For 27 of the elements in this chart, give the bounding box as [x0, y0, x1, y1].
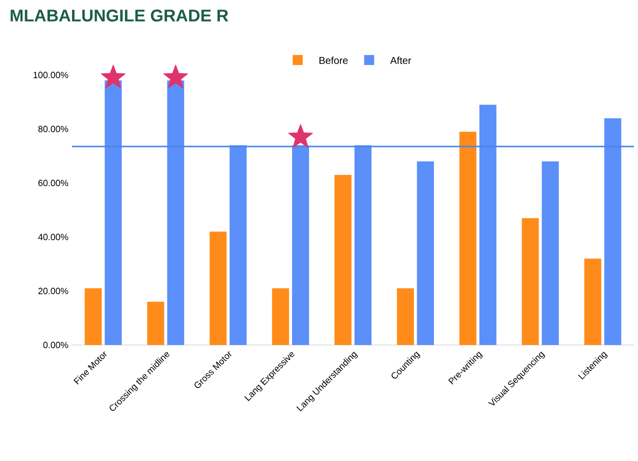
bar — [210, 232, 227, 345]
legend-label: Before — [320, 56, 348, 64]
bar — [104, 80, 122, 345]
bar — [542, 161, 559, 345]
y-tick-label: 20.00% — [38, 288, 68, 294]
bar — [459, 132, 476, 345]
y-tick-label: 80.00% — [38, 126, 68, 132]
bar — [396, 288, 414, 345]
bar — [479, 104, 496, 345]
chart-title: MLABALUNGILE GRADE R — [10, 10, 228, 22]
bar — [522, 218, 539, 345]
bar — [167, 80, 184, 345]
y-tick-label: 0.00% — [43, 342, 68, 348]
bar — [354, 145, 372, 345]
bar — [272, 288, 290, 345]
bar — [147, 302, 164, 345]
y-tick-label: 40.00% — [38, 234, 68, 240]
bar — [416, 161, 434, 345]
y-tick-label: 60.00% — [38, 180, 68, 186]
bar — [604, 118, 622, 345]
bar — [334, 174, 352, 345]
y-tick-label: 100.00% — [34, 72, 68, 78]
legend-label: After — [390, 56, 412, 64]
bar — [584, 258, 602, 345]
bar — [84, 288, 102, 345]
bar — [292, 145, 310, 345]
bar — [230, 145, 247, 345]
